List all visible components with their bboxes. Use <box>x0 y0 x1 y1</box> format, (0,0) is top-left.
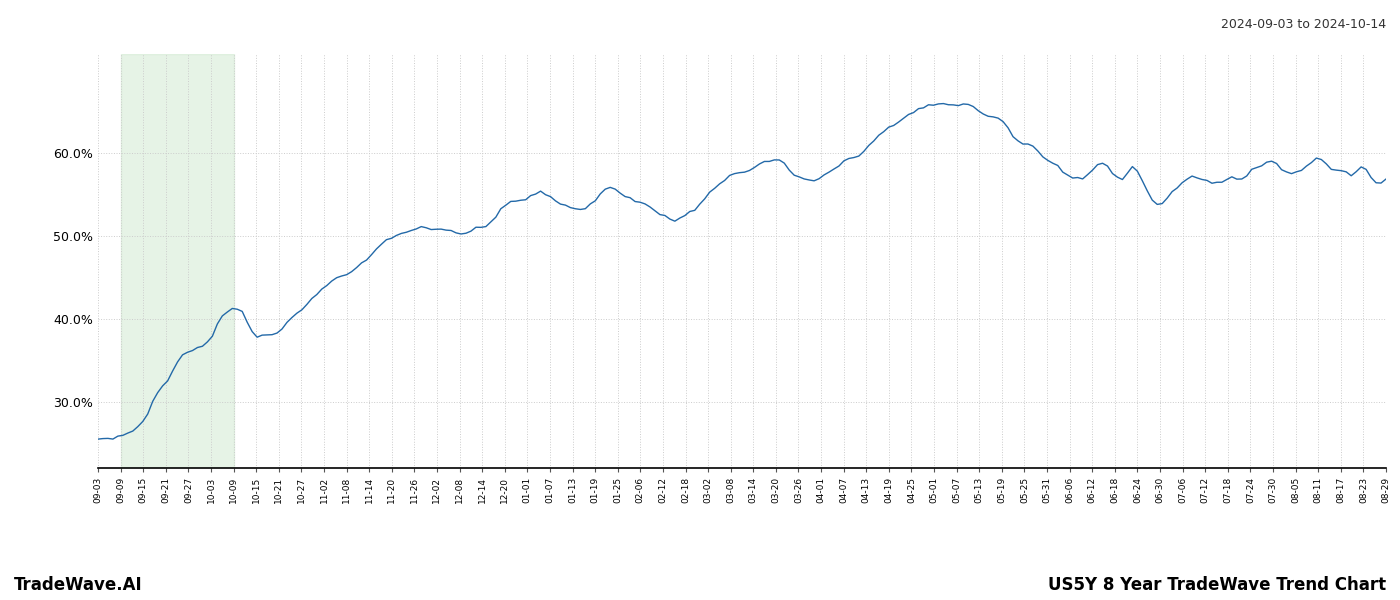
Text: US5Y 8 Year TradeWave Trend Chart: US5Y 8 Year TradeWave Trend Chart <box>1047 576 1386 594</box>
Bar <box>120 54 234 468</box>
Text: 2024-09-03 to 2024-10-14: 2024-09-03 to 2024-10-14 <box>1221 18 1386 31</box>
Text: TradeWave.AI: TradeWave.AI <box>14 576 143 594</box>
